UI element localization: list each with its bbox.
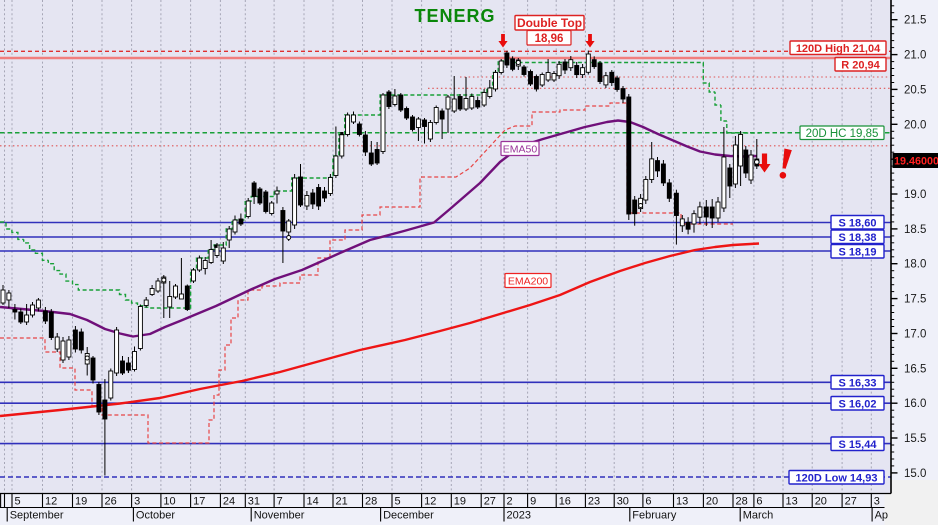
svg-text:Double Top: Double Top bbox=[517, 16, 582, 30]
svg-text:7: 7 bbox=[277, 496, 283, 508]
svg-text:6: 6 bbox=[756, 496, 762, 508]
svg-text:18.0: 18.0 bbox=[904, 259, 926, 271]
svg-text:15.0: 15.0 bbox=[904, 468, 926, 480]
svg-text:120D Low 14,93: 120D Low 14,93 bbox=[796, 472, 878, 484]
svg-text:20: 20 bbox=[706, 496, 718, 508]
svg-text:16: 16 bbox=[559, 496, 571, 508]
svg-text:26: 26 bbox=[105, 496, 117, 508]
svg-text:EMA200: EMA200 bbox=[508, 276, 548, 288]
svg-text:17.5: 17.5 bbox=[904, 294, 926, 306]
svg-text:S 15,44: S 15,44 bbox=[839, 439, 878, 451]
svg-text:S 18,19: S 18,19 bbox=[839, 246, 877, 258]
svg-text:2: 2 bbox=[507, 496, 513, 508]
svg-text:2023: 2023 bbox=[507, 510, 531, 522]
svg-text:S 16,02: S 16,02 bbox=[839, 398, 877, 410]
svg-text:EMA50: EMA50 bbox=[503, 144, 538, 156]
svg-text:5: 5 bbox=[395, 496, 401, 508]
svg-text:TENERG: TENERG bbox=[414, 6, 495, 26]
svg-text:9: 9 bbox=[530, 496, 536, 508]
svg-text:20.0: 20.0 bbox=[904, 119, 926, 131]
svg-text:March: March bbox=[743, 510, 774, 522]
svg-text:13: 13 bbox=[786, 496, 798, 508]
svg-text:19: 19 bbox=[75, 496, 87, 508]
svg-text:20D HC 19,85: 20D HC 19,85 bbox=[806, 128, 879, 140]
svg-text:20: 20 bbox=[815, 496, 827, 508]
svg-text:S 18,38: S 18,38 bbox=[839, 232, 877, 244]
svg-text:November: November bbox=[254, 510, 305, 522]
svg-text:15.5: 15.5 bbox=[904, 433, 926, 445]
svg-text:16.0: 16.0 bbox=[904, 398, 926, 410]
svg-text:19.0: 19.0 bbox=[904, 189, 926, 201]
svg-text:21: 21 bbox=[336, 496, 348, 508]
svg-text:27: 27 bbox=[484, 496, 496, 508]
svg-text:17: 17 bbox=[193, 496, 205, 508]
svg-text:R 20,94: R 20,94 bbox=[841, 59, 880, 71]
svg-text:10: 10 bbox=[163, 496, 175, 508]
svg-text:30: 30 bbox=[617, 496, 629, 508]
svg-text:December: December bbox=[383, 510, 434, 522]
svg-text:120D High 21,04: 120D High 21,04 bbox=[796, 43, 881, 55]
svg-text:21.0: 21.0 bbox=[904, 50, 926, 62]
svg-text:31: 31 bbox=[248, 496, 260, 508]
svg-text:S 16,33: S 16,33 bbox=[839, 377, 877, 389]
svg-text:17.0: 17.0 bbox=[904, 329, 926, 341]
svg-text:13: 13 bbox=[676, 496, 688, 508]
svg-text:14: 14 bbox=[307, 496, 319, 508]
svg-text:3: 3 bbox=[874, 496, 880, 508]
svg-text:19: 19 bbox=[454, 496, 466, 508]
svg-text:12: 12 bbox=[45, 496, 57, 508]
svg-text:18.5: 18.5 bbox=[904, 224, 926, 236]
svg-text:21.5: 21.5 bbox=[904, 15, 926, 27]
svg-text:6: 6 bbox=[645, 496, 651, 508]
svg-text:27: 27 bbox=[845, 496, 857, 508]
svg-text:12: 12 bbox=[424, 496, 436, 508]
svg-text:28: 28 bbox=[365, 496, 377, 508]
svg-text:5: 5 bbox=[15, 496, 21, 508]
svg-text:20.5: 20.5 bbox=[904, 84, 926, 96]
svg-text:24: 24 bbox=[223, 496, 235, 508]
svg-text:October: October bbox=[136, 510, 175, 522]
svg-text:23: 23 bbox=[588, 496, 600, 508]
svg-text:28: 28 bbox=[736, 496, 748, 508]
svg-text:3: 3 bbox=[134, 496, 140, 508]
svg-text:16.5: 16.5 bbox=[904, 363, 926, 375]
svg-text:S 18,60: S 18,60 bbox=[839, 217, 877, 229]
svg-text:February: February bbox=[632, 510, 677, 522]
svg-text:September: September bbox=[10, 510, 64, 522]
svg-text:18,96: 18,96 bbox=[535, 33, 564, 45]
svg-text:19.46000: 19.46000 bbox=[894, 156, 938, 168]
svg-text:Ap: Ap bbox=[875, 510, 888, 522]
